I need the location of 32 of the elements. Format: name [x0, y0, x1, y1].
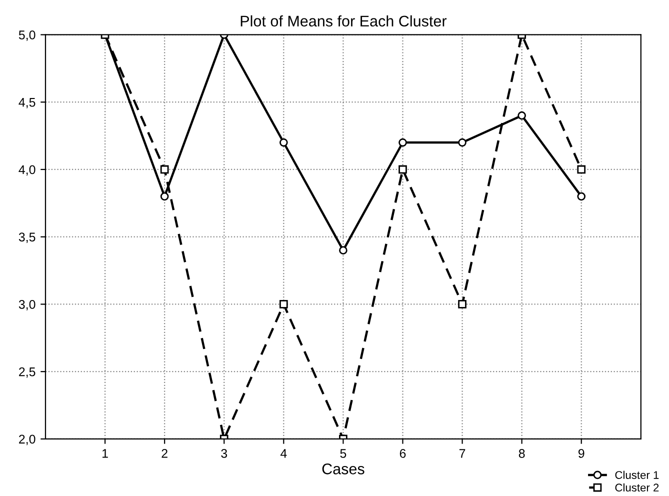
point — [279, 138, 288, 147]
point — [160, 192, 169, 201]
point — [339, 246, 348, 254]
legend-label: Cluster 1 — [615, 470, 659, 479]
point — [577, 165, 586, 174]
y-tick-label: 3,5 — [18, 232, 36, 243]
x-tick-label: 2 — [162, 449, 168, 458]
point — [160, 165, 169, 174]
x-tick-label: 9 — [578, 449, 584, 458]
y-tick-label: 2,5 — [19, 367, 36, 378]
x-axis-title: Cases — [322, 464, 364, 474]
y-tick-label: 4,0 — [18, 165, 36, 176]
point — [518, 111, 526, 120]
x-tick-label: 6 — [400, 449, 406, 458]
point — [279, 300, 288, 308]
x-tick-label: 8 — [518, 449, 525, 458]
y-tick-label: 2,0 — [19, 434, 36, 446]
y-tick-label: 3,0 — [18, 300, 36, 310]
x-tick-label: 1 — [102, 449, 108, 458]
point — [458, 300, 466, 308]
y-tick-label: 5,0 — [18, 30, 36, 41]
x-tick-label: 7 — [459, 449, 466, 458]
x-tick-label: 5 — [340, 449, 346, 458]
y-tick-label: 4,5 — [18, 98, 36, 108]
legend-label: Cluster 2 — [615, 483, 659, 492]
point — [398, 138, 407, 147]
point — [577, 192, 586, 201]
point — [458, 138, 466, 147]
x-tick-label: 4 — [280, 449, 287, 458]
x-tick-label: 3 — [221, 449, 228, 458]
chart-title: Plot of Means for Each Cluster — [240, 15, 447, 27]
point — [398, 165, 407, 174]
